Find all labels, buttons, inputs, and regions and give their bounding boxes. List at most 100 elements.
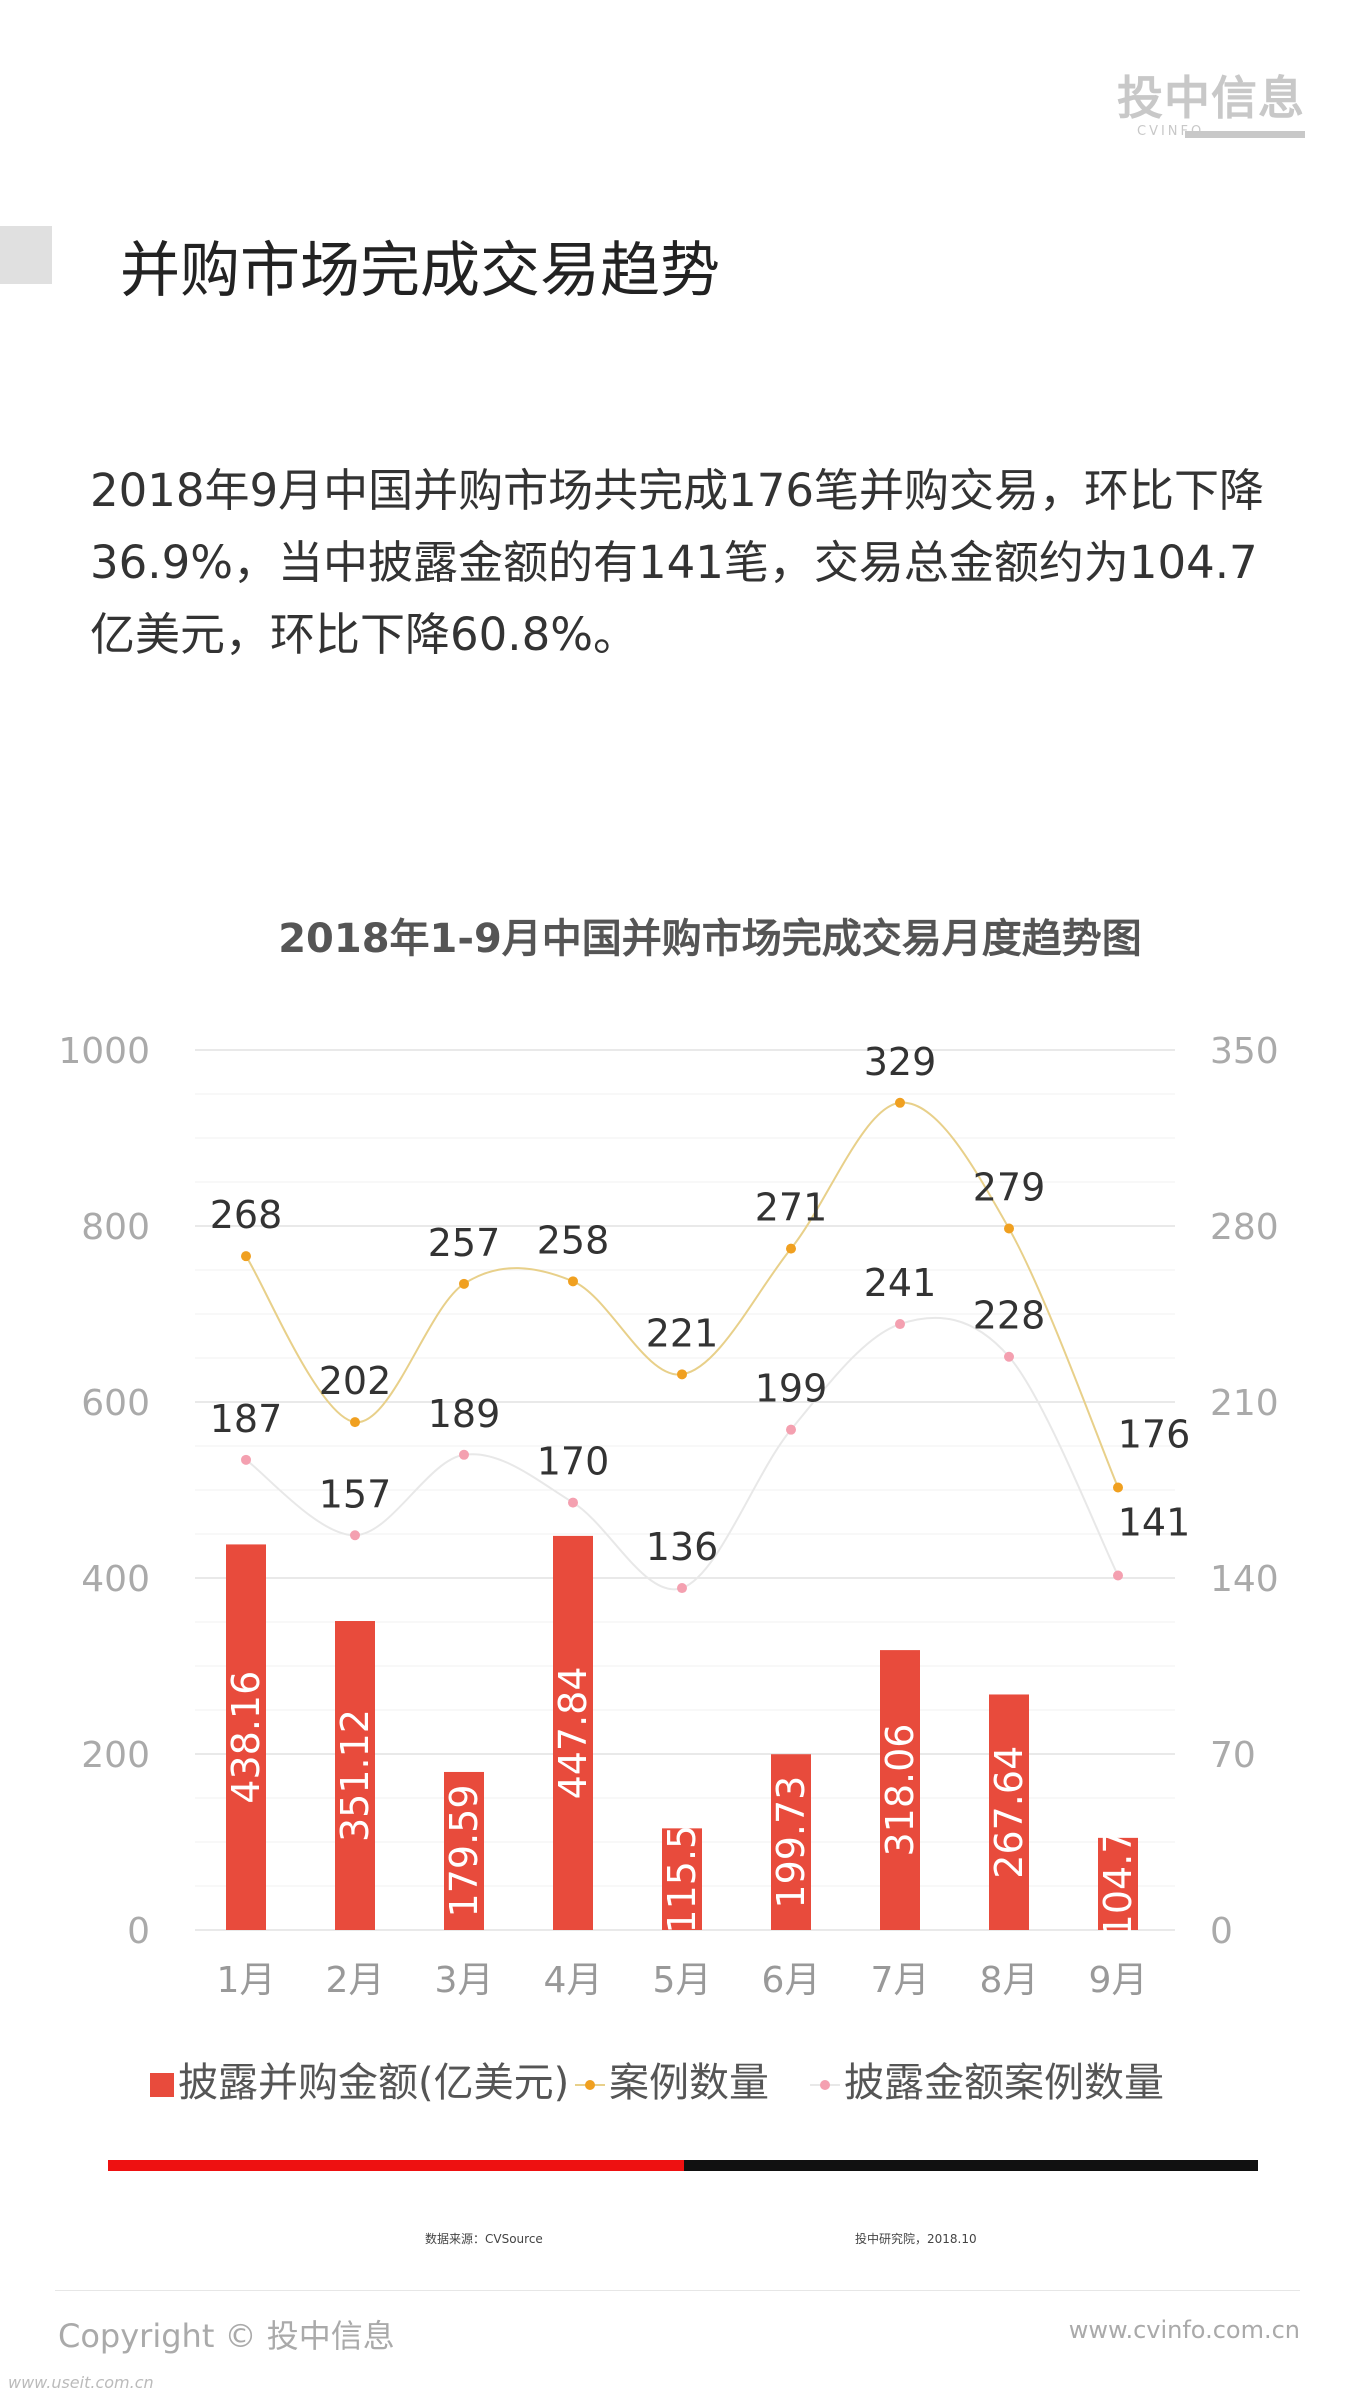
point-data-label: 257: [428, 1221, 501, 1265]
point-data-label: 268: [210, 1193, 283, 1237]
x-axis-tick: 3月: [435, 1960, 494, 2001]
series-point: [786, 1424, 796, 1435]
series-point: [786, 1243, 796, 1254]
bar-data-label: 438.16: [224, 1671, 268, 1804]
data-source-note: 数据来源：CVSource: [425, 2232, 543, 2246]
point-data-label: 228: [973, 1294, 1046, 1338]
legend-swatch-disclosed: [810, 2073, 840, 2097]
point-data-label: 187: [210, 1397, 283, 1441]
series-point: [241, 1251, 251, 1262]
chart-title: 2018年1-9月中国并购市场完成交易月度趋势图: [278, 916, 1142, 962]
point-data-label: 279: [973, 1166, 1046, 1210]
footer-divider: [55, 2290, 1300, 2291]
x-axis-tick: 6月: [762, 1960, 821, 2001]
intro-paragraph: 2018年9月中国并购市场共完成176笔并购交易，环比下降36.9%，当中披露金…: [90, 464, 1265, 661]
right-axis-tick: 140: [1210, 1559, 1279, 1600]
left-axis-tick: 400: [81, 1559, 150, 1600]
series-point: [459, 1449, 469, 1460]
series-point: [1004, 1351, 1014, 1362]
point-data-label: 271: [755, 1186, 828, 1230]
right-axis-tick: 70: [1210, 1735, 1256, 1776]
logo-bar: [1185, 131, 1305, 138]
bar-data-label: 351.12: [333, 1709, 377, 1842]
website-link[interactable]: www.cvinfo.com.cn: [1068, 2316, 1300, 2344]
point-data-label: 221: [646, 1311, 719, 1355]
bar-data-label: 115.5: [660, 1825, 704, 1934]
bar: [662, 1828, 702, 1930]
point-data-label: 199: [755, 1367, 828, 1411]
bar-data-label: 447.84: [551, 1666, 595, 1799]
series-point: [895, 1319, 905, 1330]
x-axis-tick: 8月: [980, 1960, 1039, 2001]
copyright-text: Copyright © 投中信息: [58, 2317, 395, 2355]
x-axis-tick: 7月: [871, 1960, 930, 2001]
left-axis-tick: 1000: [58, 1031, 150, 1072]
series-point: [568, 1276, 578, 1287]
bar: [226, 1544, 266, 1930]
trend-chart: 2018年1-9月中国并购市场完成交易月度趋势图 0 200 400 600 800 10…: [58, 916, 1279, 2001]
legend-label-disclosed: 披露金额案例数量: [844, 2060, 1164, 2106]
x-axis-tick: 9月: [1089, 1960, 1148, 2001]
bar: [989, 1694, 1029, 1930]
legend-label-amount: 披露并购金额(亿美元): [178, 2060, 570, 2106]
left-axis-tick: 600: [81, 1383, 150, 1424]
series-point: [1113, 1570, 1123, 1581]
x-axis-tick: 1月: [217, 1960, 276, 2001]
legend-swatch-bar: [150, 2073, 174, 2097]
series-point: [677, 1583, 687, 1594]
publisher-note: 投中研究院，2018.10: [855, 2232, 977, 2246]
series-point: [677, 1369, 687, 1380]
right-axis-tick: 0: [1210, 1911, 1233, 1952]
point-data-label: 157: [319, 1472, 392, 1516]
left-axis-tick: 800: [81, 1207, 150, 1248]
bar-data-label: 104.7: [1096, 1830, 1140, 1939]
title-accent-block: [0, 226, 52, 284]
bar-data-label: 318.06: [878, 1724, 922, 1857]
point-data-label: 329: [864, 1040, 937, 1084]
x-axis-tick: 5月: [653, 1960, 712, 2001]
point-data-label: 170: [537, 1440, 610, 1484]
brand-logo: 投中信息 CVINFO: [1115, 72, 1305, 139]
series-line: [245, 1316, 1119, 1591]
bar: [880, 1650, 920, 1930]
point-data-label: 136: [646, 1525, 719, 1569]
legend-item-amount: 披露并购金额(亿美元): [150, 2053, 569, 2113]
bar: [444, 1771, 484, 1930]
left-axis-tick: 200: [81, 1735, 150, 1776]
series-point: [350, 1417, 360, 1428]
series-point: [241, 1454, 251, 1465]
point-data-label: 189: [428, 1392, 501, 1436]
bar-data-label: 267.64: [987, 1746, 1031, 1879]
divider-red: [108, 2160, 684, 2171]
series-point: [1004, 1223, 1014, 1234]
right-axis-tick: 280: [1210, 1207, 1279, 1248]
legend-item-disclosed-cases: 披露金额案例数量: [810, 2053, 1164, 2113]
legend-item-cases: 案例数量: [575, 2053, 769, 2113]
watermark-text: www.useit.com.cn: [8, 2373, 154, 2392]
left-axis-tick: 0: [127, 1911, 150, 1952]
bar: [771, 1754, 811, 1930]
point-data-label: 141: [1118, 1500, 1191, 1544]
right-axis-tick: 210: [1210, 1383, 1279, 1424]
bar-data-label: 199.73: [769, 1776, 813, 1909]
point-data-label: 202: [319, 1359, 392, 1403]
point-data-label: 241: [864, 1261, 937, 1305]
x-axis-tick: 4月: [544, 1960, 603, 2001]
series-line: [245, 1101, 1119, 1488]
series-point: [895, 1097, 905, 1108]
chart-legend: 披露并购金额(亿美元) 案例数量 披露金额案例数量: [150, 2053, 1250, 2113]
bar: [335, 1621, 375, 1930]
bar: [553, 1535, 593, 1930]
bar-data-label: 179.59: [442, 1784, 486, 1917]
legend-swatch-cases: [575, 2073, 605, 2097]
divider-black: [684, 2160, 1258, 2171]
x-axis-tick: 2月: [326, 1960, 385, 2001]
right-axis-tick: 350: [1210, 1031, 1279, 1072]
series-point: [1113, 1482, 1123, 1493]
legend-label-cases: 案例数量: [609, 2060, 769, 2106]
point-data-label: 176: [1118, 1412, 1191, 1456]
point-data-label: 258: [537, 1218, 610, 1262]
series-point: [568, 1497, 578, 1508]
logo-text-cn: 投中信息: [1117, 71, 1305, 125]
series-point: [459, 1278, 469, 1289]
